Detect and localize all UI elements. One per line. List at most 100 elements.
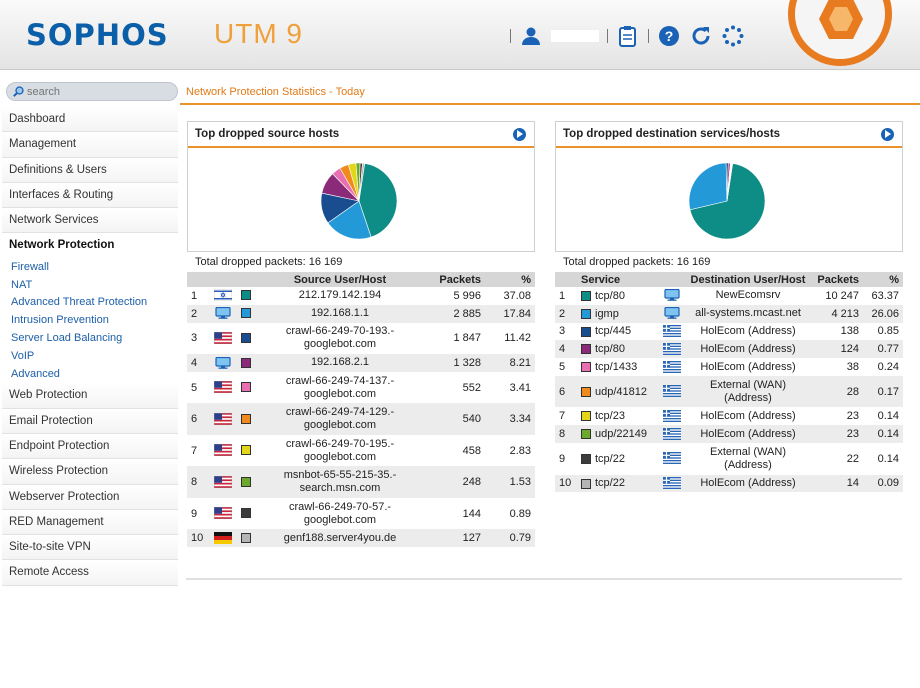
- refresh-icon[interactable]: [689, 24, 713, 48]
- sidebar-item-webserver-protection[interactable]: Webserver Protection: [2, 484, 178, 510]
- col-service[interactable]: Service: [577, 272, 659, 287]
- arrow-right-circle-icon[interactable]: [513, 127, 526, 141]
- table-row[interactable]: 8 udp/22149 HolEcom (Address) 23 0.14: [555, 425, 903, 444]
- legend-swatch: [241, 508, 251, 519]
- arrow-right-circle-icon[interactable]: [881, 127, 894, 141]
- table-row[interactable]: 5 crawl-66-249-74-137.- googlebot.com 552 3.…: [187, 372, 535, 404]
- host-cell[interactable]: genf188.server4you.de: [255, 529, 425, 548]
- sidebar-subitem-advanced-threat-protection[interactable]: Advanced Threat Protection: [2, 294, 178, 313]
- sidebar-item-remote-access[interactable]: Remote Access: [2, 560, 178, 586]
- service-cell[interactable]: tcp/22: [577, 474, 659, 493]
- table-row[interactable]: 5 tcp/1433 HolEcom (Address) 38 0.24: [555, 358, 903, 376]
- sidebar-item-network-services[interactable]: Network Services: [2, 208, 178, 234]
- col-packets[interactable]: Packets: [425, 272, 485, 287]
- service-cell[interactable]: tcp/80: [577, 287, 659, 305]
- table-row[interactable]: 4 tcp/80 HolEcom (Address) 124 0.77: [555, 340, 903, 359]
- table-row[interactable]: 3 tcp/445 HolEcom (Address) 138 0.85: [555, 323, 903, 341]
- table-row[interactable]: 1 tcp/80 NewEcomsrv 10 247 63.37: [555, 287, 903, 305]
- host-cell[interactable]: HolEcom (Address): [685, 323, 811, 341]
- toolbar-separator: [648, 29, 649, 43]
- service-cell[interactable]: tcp/1433: [577, 358, 659, 376]
- host-cell[interactable]: HolEcom (Address): [685, 358, 811, 376]
- host-cell[interactable]: all-systems.mcast.net: [685, 304, 811, 323]
- service-cell[interactable]: igmp: [577, 304, 659, 323]
- host-line: crawl-66-249-70-193.-: [285, 325, 395, 338]
- table-row[interactable]: 2 igmp all-systems.mcast.net 4 213 26.06: [555, 304, 903, 323]
- sidebar-item-management[interactable]: Management: [2, 132, 178, 158]
- flag-us-icon: [214, 507, 232, 520]
- service-cell[interactable]: tcp/445: [577, 323, 659, 341]
- host-cell[interactable]: crawl-66-249-70-193.- googlebot.com: [255, 323, 425, 355]
- color-cell: [237, 287, 255, 305]
- flag-cell: [209, 403, 237, 435]
- host-cell[interactable]: HolEcom (Address): [685, 407, 811, 425]
- sidebar-item-definitions-users[interactable]: Definitions & Users: [2, 157, 178, 183]
- service-cell[interactable]: tcp/80: [577, 340, 659, 359]
- col-packets[interactable]: Packets: [811, 272, 863, 287]
- sidebar-subitem-nat[interactable]: NAT: [2, 276, 178, 295]
- table-row[interactable]: 10 genf188.server4you.de 127 0.79: [187, 529, 535, 548]
- service-cell[interactable]: tcp/22: [577, 443, 659, 475]
- host-cell[interactable]: crawl-66-249-70-57.- googlebot.com: [255, 498, 425, 530]
- table-row[interactable]: 6 udp/41812 External (WAN) (Address) 28 0.17: [555, 375, 903, 408]
- host-cell[interactable]: 212.179.142.194: [255, 287, 425, 305]
- col-destination-host[interactable]: Destination User/Host: [685, 272, 811, 287]
- help-icon[interactable]: ?: [657, 24, 681, 48]
- host-cell[interactable]: msnbot-65-55-215-35.- search.msn.com: [255, 466, 425, 498]
- sidebar-subitem-firewall[interactable]: Firewall: [2, 258, 178, 277]
- host-cell[interactable]: HolEcom (Address): [685, 474, 811, 493]
- host-cell[interactable]: crawl-66-249-74-137.- googlebot.com: [255, 372, 425, 404]
- sidebar-item-wireless-protection[interactable]: Wireless Protection: [2, 459, 178, 485]
- row-rank: 1: [191, 289, 198, 302]
- user-icon[interactable]: [519, 24, 543, 48]
- host-line: 192.168.1.1: [310, 307, 370, 320]
- col-source-host[interactable]: Source User/Host: [255, 272, 425, 287]
- sidebar-item-interfaces-routing[interactable]: Interfaces & Routing: [2, 182, 178, 209]
- percent-cell: 17.84: [485, 304, 535, 323]
- host-cell[interactable]: crawl-66-249-70-195.- googlebot.com: [255, 435, 425, 467]
- table-row[interactable]: 8 msnbot-65-55-215-35.- search.msn.com 248 1…: [187, 466, 535, 498]
- clipboard-icon[interactable]: [616, 24, 640, 48]
- sidebar-item-site-to-site-vpn[interactable]: Site-to-site VPN: [2, 535, 178, 561]
- host-cell[interactable]: crawl-66-249-74-129.- googlebot.com: [255, 403, 425, 435]
- search-input[interactable]: [27, 85, 167, 98]
- host-cell[interactable]: External (WAN) (Address): [685, 375, 811, 408]
- table-row[interactable]: 9 tcp/22 External (WAN) (Address) 22 0.14: [555, 443, 903, 475]
- table-row[interactable]: 10 tcp/22 HolEcom (Address) 14 0.09: [555, 474, 903, 493]
- table-row[interactable]: 7 tcp/23 HolEcom (Address) 23 0.14: [555, 407, 903, 425]
- sidebar-item-network-protection[interactable]: Network Protection: [2, 233, 178, 259]
- sidebar-subitem-intrusion-prevention[interactable]: Intrusion Prevention: [2, 312, 178, 330]
- title-divider: [180, 103, 920, 105]
- pie-slice: [327, 200, 372, 240]
- sidebar-item-dashboard[interactable]: Dashboard: [2, 107, 178, 133]
- table-row[interactable]: 7 crawl-66-249-70-195.- googlebot.com 458 2.…: [187, 435, 535, 467]
- table-row[interactable]: 2 192.168.1.1 2 885 17.84: [187, 304, 535, 323]
- host-cell[interactable]: 192.168.2.1: [255, 354, 425, 372]
- service-cell[interactable]: tcp/23: [577, 407, 659, 425]
- table-row[interactable]: 4 192.168.2.1 1 328 8.21: [187, 354, 535, 372]
- table-row[interactable]: 6 crawl-66-249-74-129.- googlebot.com 540 3.…: [187, 403, 535, 435]
- host-cell[interactable]: HolEcom (Address): [685, 340, 811, 359]
- host-cell[interactable]: HolEcom (Address): [685, 425, 811, 444]
- host-line: 192.168.2.1: [310, 356, 370, 369]
- sidebar-subitem-advanced[interactable]: Advanced: [2, 365, 178, 384]
- sidebar-item-email-protection[interactable]: Email Protection: [2, 408, 178, 434]
- host-cell[interactable]: 192.168.1.1: [255, 304, 425, 323]
- col-percent[interactable]: %: [485, 272, 535, 287]
- pie-slice: [358, 163, 398, 238]
- table-row[interactable]: 9 crawl-66-249-70-57.- googlebot.com 144 0.8…: [187, 498, 535, 530]
- sidebar-subitem-server-load-balancing[interactable]: Server Load Balancing: [2, 329, 178, 348]
- sidebar-item-endpoint-protection[interactable]: Endpoint Protection: [2, 433, 178, 460]
- table-row[interactable]: 1 212.179.142.194 5 996 37.08: [187, 287, 535, 305]
- service-cell[interactable]: udp/22149: [577, 425, 659, 444]
- host-cell[interactable]: External (WAN) (Address): [685, 443, 811, 475]
- sidebar-item-red-management[interactable]: RED Management: [2, 509, 178, 536]
- sidebar-item-web-protection[interactable]: Web Protection: [2, 383, 178, 409]
- flag-cell: [209, 287, 237, 305]
- host-cell[interactable]: NewEcomsrv: [685, 287, 811, 305]
- sidebar-subitem-voip[interactable]: VoIP: [2, 347, 178, 366]
- table-row[interactable]: 3 crawl-66-249-70-193.- googlebot.com 1 847…: [187, 323, 535, 355]
- destination-services-panel: Top dropped destination services/hosts T…: [555, 121, 903, 493]
- service-cell[interactable]: udp/41812: [577, 375, 659, 408]
- col-percent[interactable]: %: [863, 272, 903, 287]
